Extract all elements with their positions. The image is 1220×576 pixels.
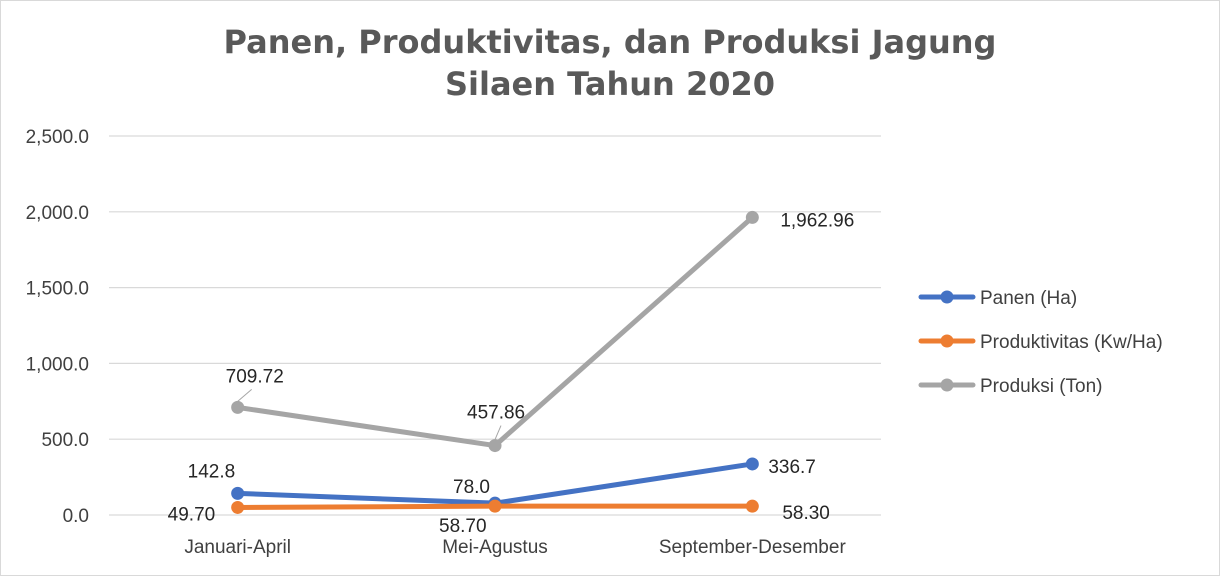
data-label: 58.30: [782, 503, 830, 524]
data-label: 58.70: [439, 516, 487, 537]
data-labels: 142.8 78.0 336.7 49.70 58.70 58.30 709.72 457.8…: [168, 210, 855, 537]
legend-marker: [940, 378, 954, 392]
data-point: [745, 210, 759, 224]
x-axis-ticks: Januari-April Mei-Agustus September-Desemb…: [184, 537, 846, 558]
data-label: 709.72: [226, 366, 284, 387]
data-point: [231, 500, 245, 514]
chart-title-line: Silaen Tahun 2020: [445, 65, 775, 103]
y-tick-label: 0.0: [63, 506, 89, 527]
data-point: [231, 486, 245, 500]
legend-entry: Produktivitas (Kw/Ha): [980, 332, 1163, 353]
data-point: [488, 499, 502, 513]
legend-entry: Produksi (Ton): [980, 376, 1103, 397]
x-tick-label: Mei-Agustus: [442, 537, 548, 558]
y-tick-label: 2,500.0: [26, 127, 89, 148]
y-tick-label: 500.0: [41, 430, 89, 451]
x-tick-label: September-Desember: [659, 537, 847, 558]
chart-title: Panen, Produktivitas, dan Produksi Jagun…: [224, 23, 997, 103]
legend-entry: Panen (Ha): [980, 288, 1077, 309]
chart-title-line: Panen, Produktivitas, dan Produksi Jagun…: [224, 23, 997, 61]
data-point: [488, 439, 502, 453]
gridlines: [109, 135, 881, 516]
data-label: 336.7: [768, 457, 816, 478]
data-point: [745, 457, 759, 471]
y-tick-label: 1,000.0: [26, 354, 89, 375]
x-tick-label: Januari-April: [184, 537, 291, 558]
series-lines: [231, 210, 759, 514]
data-point: [231, 400, 245, 414]
y-tick-label: 1,500.0: [26, 279, 89, 300]
data-label: 1,962.96: [780, 210, 854, 231]
legend: Panen (Ha) Produktivitas (Kw/Ha) Produksi …: [918, 288, 1163, 397]
legend-marker: [940, 334, 954, 348]
y-axis-ticks: 0.0 500.0 1,000.0 1,500.0 2,000.0 2,500.0: [26, 127, 89, 527]
legend-marker: [940, 290, 954, 304]
label-leader-line: [237, 389, 252, 402]
label-leader-line: [494, 425, 502, 440]
y-tick-label: 2,000.0: [26, 203, 89, 224]
data-label: 49.70: [168, 504, 216, 525]
data-label: 78.0: [453, 477, 490, 498]
data-point: [745, 499, 759, 513]
data-label: 142.8: [188, 461, 236, 482]
data-label: 457.86: [467, 403, 525, 424]
